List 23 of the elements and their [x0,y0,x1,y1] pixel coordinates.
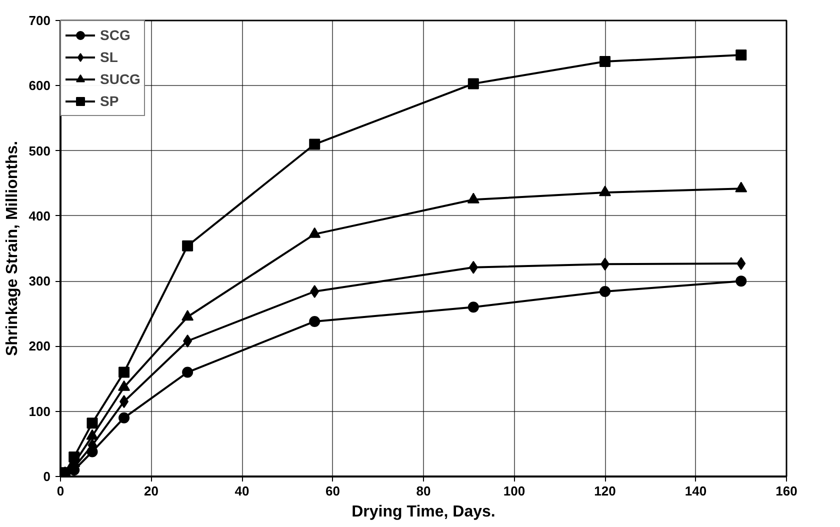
x-tick-label: 60 [326,484,340,498]
y-tick-label: 300 [28,274,51,289]
y-axis-title: Shrinkage Strain, Millionths. [4,140,21,356]
legend-label: SP [100,92,120,111]
y-tick-label: 0 [43,469,51,484]
x-axis-title: Drying Time, Days. [352,504,496,520]
x-tick-label: 20 [144,484,158,498]
x-tick-label: 120 [594,484,616,498]
x-tick-label: 140 [684,484,707,498]
legend-label: SL [100,48,119,67]
x-tick-label: 0 [56,484,64,498]
legend-label: SCG [100,26,130,45]
y-tick-label: 100 [28,404,51,419]
x-tick-label: 160 [776,484,798,498]
y-tick-label: 400 [28,208,51,224]
y-tick-label: 500 [28,143,51,158]
y-tick-label: 200 [28,338,51,354]
x-tick-label: 80 [416,484,431,498]
y-tick-label: 700 [28,13,51,28]
x-tick-label: 40 [234,484,250,498]
x-tick-label: 100 [503,484,526,498]
legend-label: SUCG [100,70,140,89]
y-tick-label: 600 [28,78,51,94]
